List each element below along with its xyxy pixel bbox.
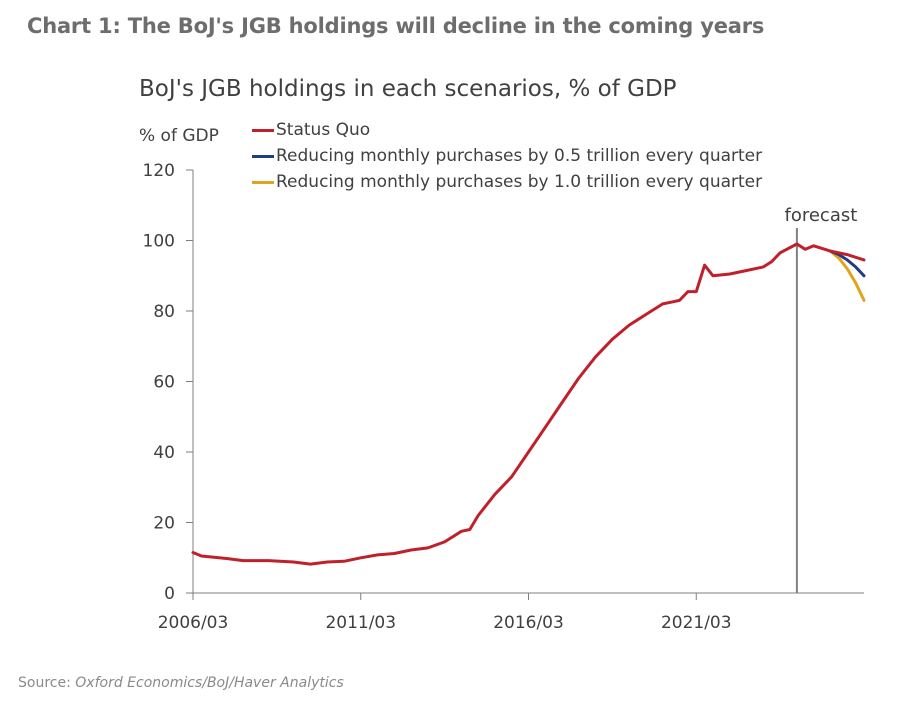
page-header-title: Chart 1: The BoJ's JGB holdings will dec…	[27, 14, 765, 38]
series-line-reduce-1-0	[828, 249, 866, 302]
y-tick-label: 100	[143, 232, 175, 252]
chart-legend: Status Quo Reducing monthly purchases by…	[252, 117, 762, 195]
legend-label-reduce-0-5: Reducing monthly purchases by 0.5 trilli…	[276, 146, 763, 166]
source-text: Oxford Economics/BoJ/Haver Analytics	[75, 675, 344, 691]
y-tick-label: 40	[153, 443, 175, 463]
chart-title: BoJ's JGB holdings in each scenarios, % …	[139, 76, 677, 102]
source-label: Source:	[18, 675, 71, 691]
y-tick-label: 120	[143, 161, 175, 181]
legend-label-status-quo: Status Quo	[276, 120, 371, 140]
y-tick-label: 60	[153, 373, 175, 393]
legend-item-reduce-0-5: Reducing monthly purchases by 0.5 trilli…	[252, 143, 762, 169]
legend-swatch-reduce-1-0	[252, 180, 274, 184]
x-tick-label: 2021/03	[661, 613, 732, 633]
legend-swatch-reduce-0-5	[252, 154, 274, 158]
forecast-label: forecast	[785, 205, 858, 226]
y-tick-label: 0	[164, 584, 175, 604]
legend-swatch-status-quo	[252, 128, 274, 132]
y-tick-label: 80	[153, 302, 175, 322]
y-axis-label: % of GDP	[139, 126, 219, 146]
x-tick-label: 2006/03	[158, 613, 229, 633]
x-tick-label: 2011/03	[325, 613, 396, 633]
source-note: Source: Oxford Economics/BoJ/Haver Analy…	[18, 675, 344, 691]
legend-item-reduce-1-0: Reducing monthly purchases by 1.0 trilli…	[252, 169, 762, 195]
legend-item-status-quo: Status Quo	[252, 117, 762, 143]
legend-label-reduce-1-0: Reducing monthly purchases by 1.0 trilli…	[276, 172, 763, 192]
x-tick-label: 2016/03	[493, 613, 564, 633]
y-tick-label: 20	[153, 514, 175, 534]
series-line-status-quo	[191, 242, 866, 566]
